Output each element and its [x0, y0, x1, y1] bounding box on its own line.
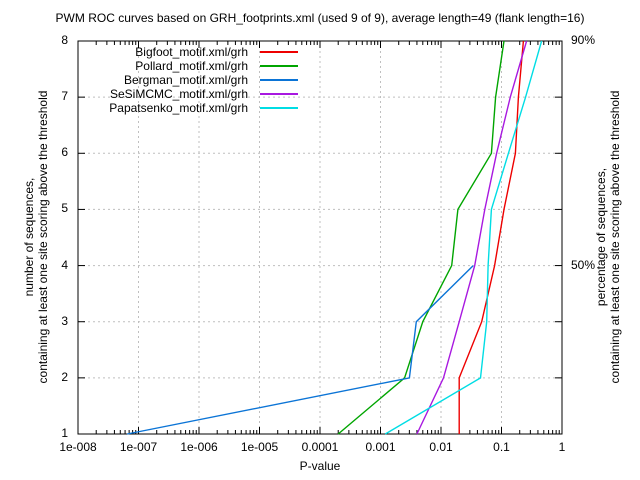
legend-line-sample: [260, 107, 298, 109]
curve-Papatsenko_motif.xml/grh: [384, 40, 543, 435]
x-tick-label: 0.01: [429, 440, 453, 454]
x-tick-label: 1e-006: [180, 440, 218, 454]
curve-SeSiMCMC_motif.xml/grh: [416, 40, 528, 435]
y-tick-label: 7: [61, 89, 68, 104]
x-tick-label: 1e-005: [240, 440, 279, 454]
y-axis-title: number of sequences, containing at least…: [22, 37, 50, 437]
y2-tick-label: 50%: [571, 257, 596, 272]
legend-item: SeSiMCMC_motif.xml/grh: [90, 87, 298, 101]
y2-axis-title-line1: percentage of sequences,: [594, 167, 608, 307]
y-tick-label: 3: [61, 313, 68, 328]
y2-axis-title: percentage of sequences, containing at l…: [594, 37, 622, 437]
legend-item: Pollard_motif.xml/grh: [90, 59, 298, 73]
y-tick-label: 8: [61, 33, 68, 47]
curve-Pollard_motif.xml/grh: [337, 40, 505, 435]
x-tick-label: 0.001: [365, 440, 396, 454]
x-tick-label: 1: [558, 440, 566, 454]
y-tick-label: 4: [61, 257, 68, 272]
y-axis-title-line2: containing at least one site scoring abo…: [36, 90, 50, 384]
legend-line-sample: [260, 65, 298, 67]
y2-axis-title-line2: containing at least one site scoring abo…: [608, 90, 622, 384]
legend-line-sample: [260, 79, 298, 81]
legend-line-sample: [260, 93, 298, 95]
legend-item: Bigfoot_motif.xml/grh: [90, 45, 298, 59]
x-tick-label: 1e-007: [119, 440, 158, 454]
y-tick-label: 1: [61, 426, 68, 440]
legend-item: Bergman_motif.xml/grh: [90, 73, 298, 87]
y2-tick-label: 90%: [571, 33, 596, 47]
y-tick-label: 2: [61, 369, 68, 384]
legend: Bigfoot_motif.xml/grh Pollard_motif.xml/…: [90, 45, 298, 115]
legend-label: Bergman_motif.xml/grh: [123, 73, 248, 87]
chart-title: PWM ROC curves based on GRH_footprints.x…: [55, 11, 585, 25]
legend-label: Pollard_motif.xml/grh: [135, 59, 248, 73]
curve-Bergman_motif.xml/grh: [127, 265, 474, 435]
legend-label: Bigfoot_motif.xml/grh: [135, 45, 248, 59]
legend-item: Papatsenko_motif.xml/grh: [90, 101, 298, 115]
legend-label: SeSiMCMC_motif.xml/grh: [109, 87, 248, 101]
legend-label: Papatsenko_motif.xml/grh: [109, 101, 248, 115]
y-axis-title-line1: number of sequences,: [22, 177, 36, 297]
legend-line-sample: [260, 51, 298, 53]
x-tick-label: 0.0001: [301, 440, 339, 454]
x-tick-label: 1e-008: [59, 440, 97, 454]
y-tick-label: 5: [61, 201, 68, 216]
y-tick-label: 6: [61, 145, 68, 160]
curve-Bigfoot_motif.xml/grh: [458, 40, 525, 434]
x-axis-title: P-value: [299, 459, 341, 473]
x-tick-label: 0.1: [493, 440, 510, 454]
